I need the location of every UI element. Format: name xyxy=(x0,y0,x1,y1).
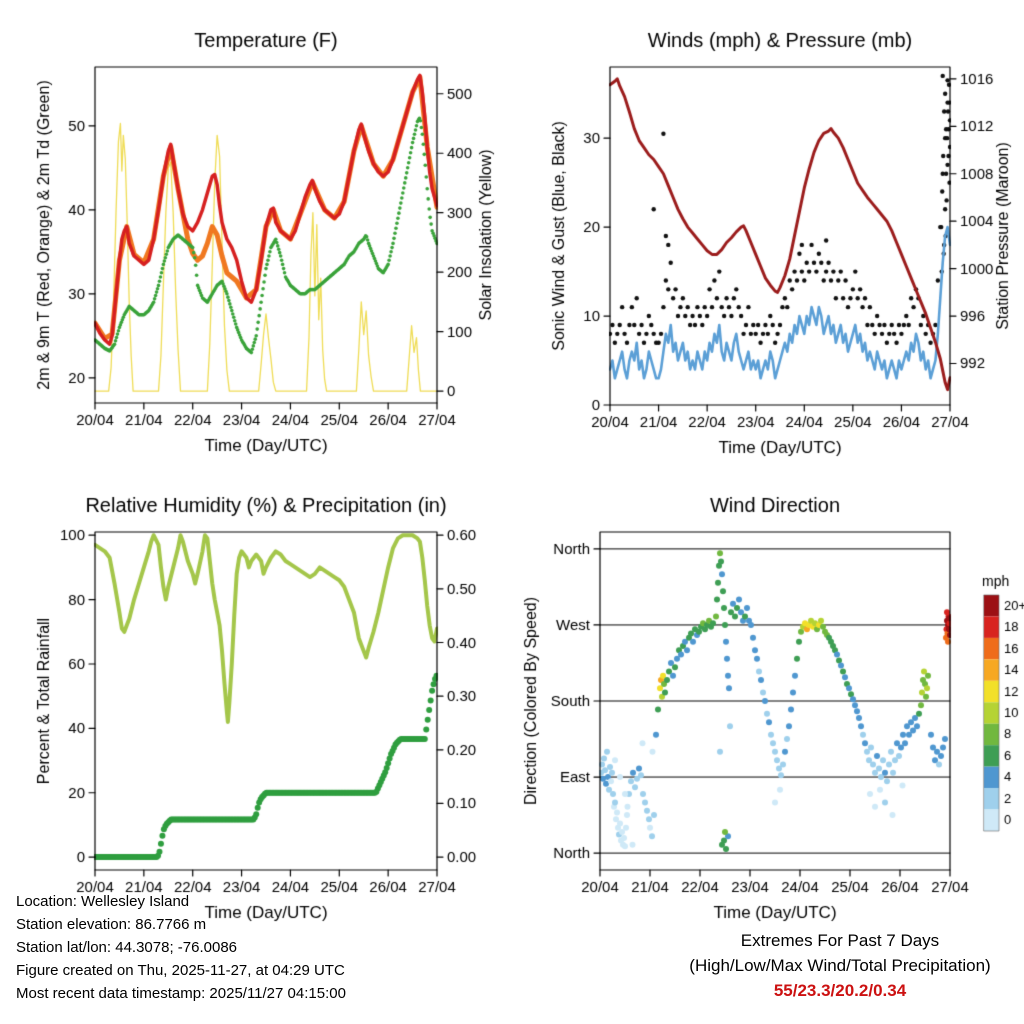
winds-pressure-chart xyxy=(516,8,1024,470)
footer-latlon: Station lat/lon: 44.3078; -76.0086 xyxy=(16,939,238,956)
wind-direction-chart xyxy=(516,478,1024,930)
extremes-values: 55/23.3/20.2/0.34 xyxy=(773,981,907,1000)
footer-timestamp: Most recent data timestamp: 2025/11/27 0… xyxy=(16,985,346,1002)
extremes-subtitle: (High/Low/Max Wind/Total Precipitation) xyxy=(689,956,991,975)
humidity-precipitation-chart xyxy=(8,478,508,930)
extremes-block: Extremes For Past 7 Days (High/Low/Max W… xyxy=(630,928,1024,1003)
station-footer: Location: Wellesley Island Station eleva… xyxy=(16,890,346,1005)
temperature-chart xyxy=(8,8,508,470)
footer-elevation: Station elevation: 86.7766 m xyxy=(16,916,207,933)
footer-created: Figure created on Thu, 2025-11-27, at 04… xyxy=(16,962,345,979)
extremes-title: Extremes For Past 7 Days xyxy=(740,931,940,950)
footer-location: Location: Wellesley Island xyxy=(16,893,190,910)
